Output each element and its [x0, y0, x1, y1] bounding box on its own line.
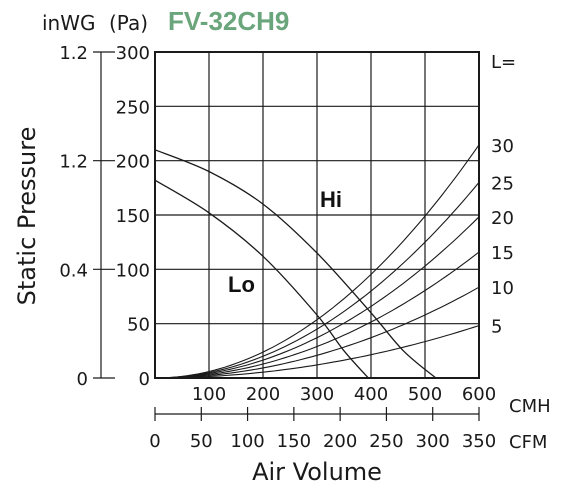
x-tick-label-cfm: 100 — [230, 431, 264, 452]
pa-unit-label: (Pa) — [109, 11, 148, 35]
x-tick-label-cfm: 300 — [416, 431, 450, 452]
y-tick-label-pa: 150 — [116, 206, 150, 227]
inwg-tick-label: 0.4 — [59, 260, 88, 281]
inwg-tick-label: 0 — [77, 369, 88, 390]
fan-curve-hi — [155, 150, 436, 378]
x-tick-label-cfm: 250 — [369, 431, 403, 452]
x-tick-label-cmh: 500 — [408, 384, 442, 405]
x-tick-label-cmh: 200 — [246, 384, 280, 405]
x-tick-label-cmh: 600 — [462, 384, 496, 405]
y-tick-label-pa: 0 — [139, 369, 150, 390]
duct-curve-label: 15 — [491, 243, 514, 264]
duct-curve-label: 30 — [491, 136, 514, 157]
y-tick-label-pa: 300 — [116, 43, 150, 64]
x-axis-title: Air Volume — [252, 458, 382, 486]
y-tick-label-pa: 50 — [127, 315, 150, 336]
fan-curves — [155, 150, 436, 378]
model-title: FV-32CH9 — [168, 6, 289, 36]
y-tick-label-pa: 200 — [116, 152, 150, 173]
duct-curve-label: 20 — [491, 208, 514, 229]
y-axis-title: Static Pressure — [13, 127, 41, 306]
duct-length-title: L= — [491, 52, 516, 73]
x-tick-label-cmh: 300 — [300, 384, 334, 405]
x-tick-label-cfm: 0 — [149, 431, 160, 452]
duct-curve-label: 5 — [491, 317, 502, 338]
inwg-unit-label: inWG — [42, 11, 96, 35]
x-tick-label-cfm: 150 — [277, 431, 311, 452]
y-tick-label-pa: 250 — [116, 97, 150, 118]
inwg-tick-label: 1.2 — [59, 43, 88, 64]
cmh-unit-label: CMH — [509, 396, 551, 417]
inwg-tick-label: 1.2 — [59, 152, 88, 173]
lo-curve-label: Lo — [228, 272, 255, 297]
cfm-unit-label: CFM — [509, 432, 547, 453]
x-tick-label-cfm: 50 — [190, 431, 213, 452]
x-tick-label-cmh: 400 — [354, 384, 388, 405]
duct-curve-label: 25 — [491, 173, 514, 194]
y-tick-label-pa: 100 — [116, 260, 150, 281]
x-tick-label-cmh: 100 — [192, 384, 226, 405]
axes: 0 50 100 150 200 250 300 1.2 1.2 0.4 0 100 200 300 400… — [59, 43, 496, 452]
x-tick-label-cfm: 350 — [462, 431, 496, 452]
hi-curve-label: Hi — [320, 187, 342, 212]
duct-curve-label: 10 — [491, 278, 514, 299]
x-tick-label-cfm: 200 — [323, 431, 357, 452]
